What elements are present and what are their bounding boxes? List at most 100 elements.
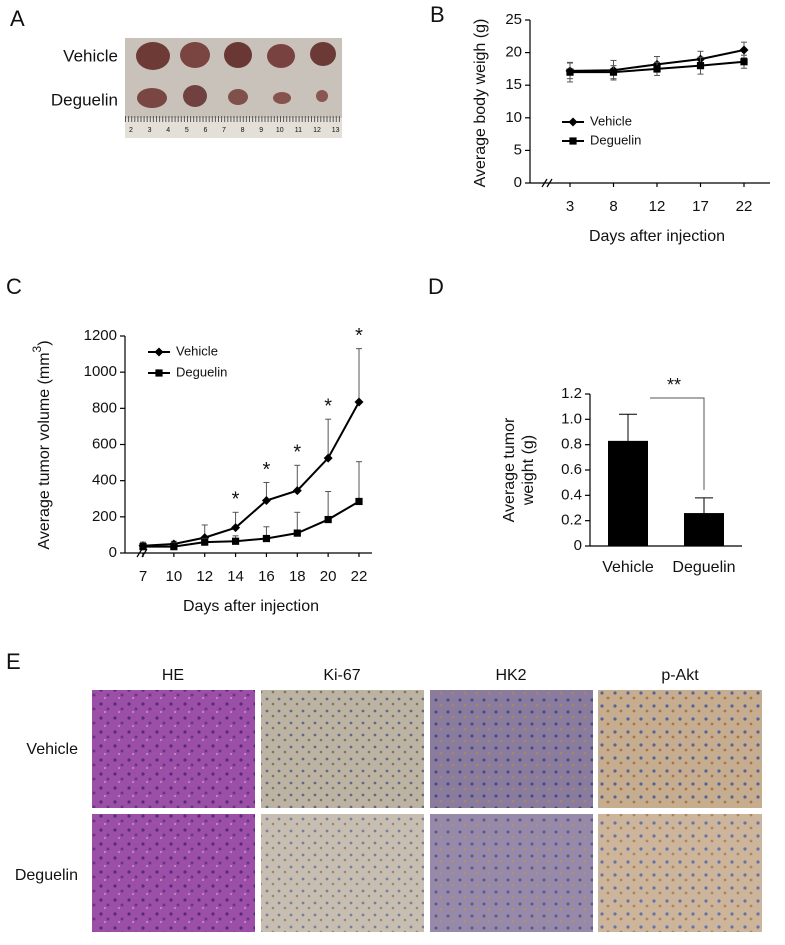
ruler-number: 5 — [185, 127, 189, 134]
x-tick-label: 3 — [566, 198, 574, 215]
data-point — [261, 496, 271, 506]
data-point — [740, 58, 748, 66]
panel-letter: E — [6, 649, 21, 674]
series-line — [143, 500, 360, 548]
x-tick-label: 17 — [692, 198, 709, 215]
legend-label: Deguelin — [176, 364, 227, 379]
ruler-number: 12 — [313, 127, 321, 134]
x-tick-label: Deguelin — [672, 559, 735, 576]
series-line — [142, 401, 360, 547]
y-axis-label: weight (g) — [520, 435, 537, 506]
data-point — [653, 65, 661, 73]
x-axis-label: Days after injection — [589, 228, 725, 245]
y-tick-label: 0 — [514, 174, 522, 191]
x-tick-label: 7 — [139, 568, 147, 585]
x-tick-label: 14 — [227, 568, 244, 585]
row-label: Deguelin — [51, 90, 118, 109]
column-label: HK2 — [495, 667, 526, 684]
ruler-number: 7 — [222, 127, 226, 134]
significance-mark: * — [355, 325, 363, 347]
ruler-number: 2 — [129, 127, 133, 134]
panel-letter: A — [10, 6, 25, 31]
significance-mark: * — [293, 442, 301, 464]
ruler-number: 11 — [295, 127, 302, 134]
legend-label: Vehicle — [590, 113, 632, 128]
data-point — [231, 537, 240, 545]
y-tick-label: 600 — [92, 435, 117, 452]
tumor-photo — [125, 38, 342, 138]
histology-images — [92, 690, 762, 932]
y-tick-label: 1200 — [84, 327, 117, 344]
ruler-number: 13 — [332, 127, 340, 134]
data-point — [201, 538, 209, 546]
data-point — [231, 523, 241, 533]
data-point — [293, 529, 301, 537]
significance-bracket — [650, 397, 705, 490]
x-tick-label: Vehicle — [602, 559, 654, 576]
y-tick-label: 20 — [505, 44, 522, 61]
data-point — [154, 347, 164, 357]
y-tick-label: 1000 — [84, 363, 117, 380]
x-tick-label: 16 — [258, 568, 275, 585]
significance-mark: * — [263, 459, 271, 481]
data-point — [609, 68, 618, 76]
y-axis-label-part: 3 — [30, 345, 44, 352]
ruler-number: 3 — [148, 127, 152, 134]
data-point — [292, 486, 302, 496]
y-axis-label: Average body weigh (g) — [472, 19, 489, 188]
x-tick-label: 12 — [649, 198, 666, 215]
legend-label: Vehicle — [176, 343, 218, 358]
ruler-number: 6 — [203, 127, 207, 134]
column-label: p-Akt — [661, 667, 699, 684]
bar — [684, 513, 724, 546]
data-point — [262, 534, 271, 543]
y-tick-label: 10 — [505, 109, 522, 126]
data-point — [139, 543, 147, 551]
x-tick-label: 18 — [289, 568, 306, 585]
ruler-number: 9 — [259, 127, 263, 134]
significance-mark: * — [324, 395, 332, 417]
x-tick-label: 8 — [609, 198, 617, 215]
x-axis-label: Days after injection — [183, 598, 319, 615]
y-axis-label-part: ) — [36, 340, 53, 345]
y-tick-label: 25 — [505, 11, 522, 28]
row-label: Vehicle — [26, 741, 78, 758]
x-tick-label: 20 — [320, 568, 337, 585]
y-axis-label-part: Average tumor volume (mm — [36, 352, 53, 549]
data-point — [569, 137, 577, 145]
significance-mark: ** — [667, 375, 681, 395]
data-point — [155, 369, 163, 377]
bar — [608, 440, 648, 546]
ruler-number: 10 — [276, 127, 284, 134]
y-tick-label: 15 — [505, 76, 522, 93]
x-tick-label: 10 — [166, 568, 183, 585]
data-point — [170, 543, 178, 551]
data-point — [324, 515, 332, 524]
panel-letter: B — [430, 2, 445, 27]
y-tick-label: 0.8 — [561, 436, 582, 453]
y-tick-label: 800 — [92, 399, 117, 416]
data-point — [566, 68, 574, 76]
y-tick-label: 200 — [92, 508, 117, 525]
x-tick-label: 22 — [736, 198, 753, 215]
data-point — [354, 397, 364, 407]
ruler-number: 8 — [241, 127, 245, 134]
y-tick-label: 0.6 — [561, 461, 582, 478]
panel-letter: C — [6, 274, 22, 299]
y-axis-label: Average tumor — [501, 417, 518, 522]
y-tick-label: 400 — [92, 472, 117, 489]
column-label: HE — [162, 667, 184, 684]
y-tick-label: 5 — [514, 141, 522, 158]
y-tick-label: 1.2 — [561, 385, 582, 402]
ruler-number: 4 — [166, 127, 170, 134]
row-label: Vehicle — [63, 46, 118, 65]
y-tick-label: 1.0 — [561, 410, 582, 427]
column-label: Ki-67 — [323, 667, 360, 684]
legend-label: Deguelin — [590, 132, 641, 147]
data-point — [696, 62, 705, 70]
axis-break — [541, 178, 553, 188]
x-tick-label: 22 — [351, 568, 368, 585]
y-tick-label: 0 — [574, 537, 582, 554]
x-tick-label: 12 — [196, 568, 213, 585]
